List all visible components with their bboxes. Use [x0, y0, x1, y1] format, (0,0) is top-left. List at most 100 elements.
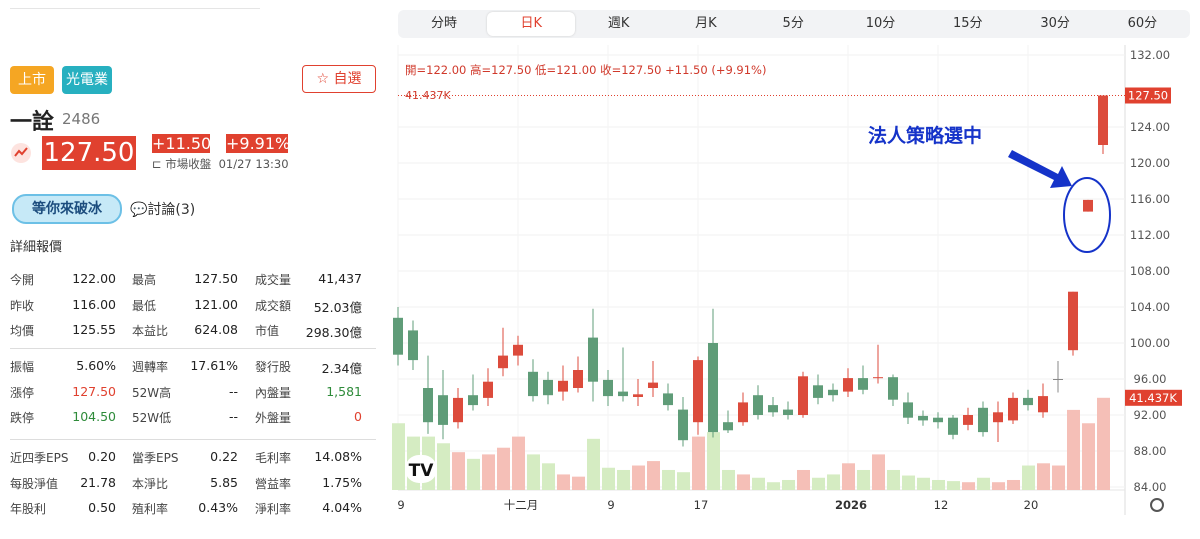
- quote-label: 毛利率: [255, 451, 292, 465]
- quote-value: 116.00: [72, 296, 116, 312]
- volume-bar: [647, 461, 660, 490]
- volume-bar: [632, 465, 645, 490]
- tab[interactable]: 日K: [487, 12, 576, 36]
- volume-bar: [572, 476, 585, 490]
- quote-label: 本益比: [132, 324, 169, 338]
- candle-body: [408, 330, 418, 361]
- separator: [10, 348, 376, 349]
- volume-bar: [1067, 409, 1080, 490]
- time: 01/27 13:30: [218, 157, 289, 171]
- y-tick-label: 116.00: [1130, 192, 1170, 206]
- quote-value: 5.85: [210, 474, 238, 490]
- change: +11.50: [152, 134, 212, 153]
- y-tick-label: 104.00: [1130, 300, 1170, 314]
- candle-body: [558, 380, 568, 392]
- quote-value: 0.20: [88, 449, 116, 464]
- candle-body: [1023, 397, 1033, 406]
- quote-label: 昨收: [10, 298, 35, 313]
- industry-tag[interactable]: 光電業: [62, 66, 112, 94]
- candle-body: [603, 379, 613, 397]
- tab[interactable]: 60分: [1127, 16, 1158, 31]
- price: 127.50: [42, 136, 136, 170]
- y-tick-label: 112.00: [1130, 228, 1170, 242]
- volume-bar: [857, 469, 870, 490]
- status: 市場收盤: [165, 157, 212, 171]
- quote-label: 最低: [132, 298, 157, 313]
- market-status: ⊏ 市場收盤 01/27 13:30: [152, 157, 289, 171]
- candle-body: [483, 381, 493, 398]
- quote-label: 成交量: [255, 273, 292, 287]
- y-tick-label: 124.00: [1130, 120, 1170, 134]
- x-tick-label: 十二月: [504, 498, 539, 512]
- quote-value: 5.60%: [76, 358, 116, 373]
- y-tick-label: 132.00: [1130, 48, 1170, 62]
- volume-bar: [662, 469, 675, 490]
- tab[interactable]: 15分: [953, 16, 983, 31]
- quote-label: 漲停: [10, 385, 35, 400]
- discuss-label: 討論(3): [147, 202, 196, 218]
- candle-body: [978, 407, 988, 433]
- quote-value: 0.22: [210, 449, 238, 464]
- settings-icon[interactable]: [1150, 498, 1164, 512]
- quote-value: 0: [354, 409, 362, 424]
- tab[interactable]: 30分: [1040, 16, 1070, 31]
- quote-value: 41,437: [318, 271, 362, 286]
- quote-value: 14.08%: [314, 449, 362, 464]
- volume-bar: [482, 454, 495, 490]
- tab[interactable]: 分時: [430, 16, 457, 31]
- watch-label: 自選: [333, 71, 362, 87]
- volume-bar: [1082, 423, 1095, 490]
- candle-body: [588, 337, 598, 382]
- quote-value: 4.04%: [322, 500, 362, 515]
- quote-label: 均價: [10, 324, 35, 338]
- tab[interactable]: 月K: [695, 16, 717, 31]
- tab[interactable]: 5分: [782, 16, 804, 31]
- candle-body: [903, 402, 913, 418]
- candle-body: [1008, 397, 1018, 421]
- volume-info: 41.437K: [405, 89, 451, 102]
- quote-label: 淨利率: [255, 502, 292, 516]
- volume-bar: [542, 463, 555, 490]
- quote-value: 0.43%: [198, 500, 238, 515]
- candle-body: [573, 370, 583, 388]
- volume-bar: [737, 474, 750, 490]
- volume-bar: [902, 475, 915, 490]
- tab[interactable]: 週K: [607, 16, 630, 31]
- candle-body: [453, 397, 463, 423]
- volume-bar: [782, 479, 795, 490]
- quote-value: 104.50: [72, 409, 116, 424]
- candle-body: [918, 415, 928, 421]
- icebreak-button[interactable]: 等你來破冰: [12, 194, 122, 224]
- volume-bar: [452, 452, 465, 490]
- volume-bar: [842, 463, 855, 490]
- quote-label: 當季EPS: [132, 451, 179, 465]
- volume-bar: [512, 436, 525, 490]
- quote-label: 年股利: [10, 502, 47, 516]
- candle-body: [663, 393, 673, 406]
- volume-bar: [1037, 463, 1050, 490]
- last-price-label: 127.50: [1128, 89, 1168, 103]
- change-pct: +9.91%: [226, 134, 291, 153]
- volume-bar: [1007, 479, 1020, 490]
- quote-value: 121.00: [194, 296, 238, 312]
- quote-value: 1,581: [326, 383, 362, 399]
- volume-bar: [587, 438, 600, 490]
- quote-label: 最高: [132, 273, 157, 287]
- quote-title: 詳細報價: [10, 240, 63, 255]
- candle-body: [963, 415, 973, 425]
- volume-bar: [827, 474, 840, 490]
- volume-bar: [1022, 465, 1035, 490]
- quote-value: 127.50: [72, 383, 116, 399]
- y-tick-label: 84.00: [1134, 480, 1167, 494]
- quote-value: 624.08: [194, 322, 238, 337]
- volume-bar: [767, 482, 780, 490]
- discuss-link[interactable]: 💬討論(3): [130, 202, 196, 218]
- watch-button[interactable]: ☆ 自選: [302, 65, 376, 93]
- candle-body: [1083, 199, 1093, 212]
- y-tick-label: 108.00: [1130, 264, 1170, 278]
- volume-bar: [947, 481, 960, 490]
- market-tag[interactable]: 上市: [10, 66, 54, 94]
- tab[interactable]: 10分: [865, 16, 896, 31]
- volume-bar: [557, 474, 570, 490]
